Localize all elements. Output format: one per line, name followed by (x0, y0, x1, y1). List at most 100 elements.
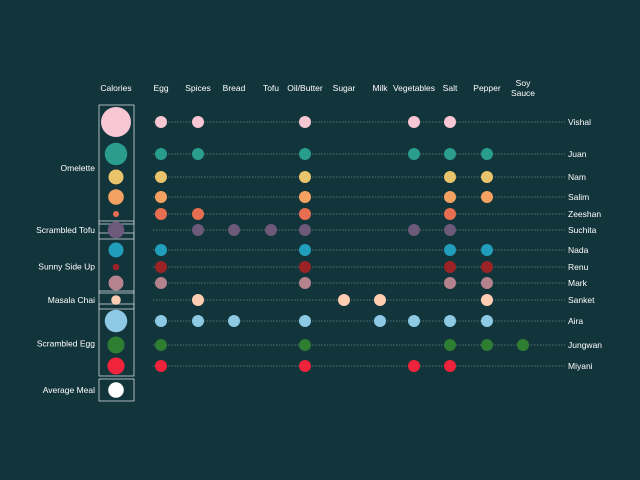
person-labels: Vishal Juan Nam Salim Zeeshan Suchita Nada Renu… (568, 117, 602, 371)
person-label: Miyani (568, 361, 593, 371)
ingredient-dot (517, 339, 529, 351)
meal-label: Average Meal (43, 385, 95, 395)
ingredient-dot (444, 277, 456, 289)
ingredient-dot (192, 315, 204, 327)
ingredient-dot (408, 148, 420, 160)
meal-label: Omelette (61, 163, 96, 173)
ingredient-header: Soy Sauce (511, 78, 535, 98)
ingredient-dot (192, 148, 204, 160)
ingredient-dot (408, 360, 420, 372)
ingredient-dot (481, 339, 493, 351)
ingredient-dot (299, 224, 311, 236)
ingredient-header: Egg (153, 83, 168, 93)
ingredient-dot (299, 261, 311, 273)
ingredient-dot (444, 116, 456, 128)
ingredient-dot (192, 224, 204, 236)
ingredient-dot (155, 339, 167, 351)
meal-label: Scrambled Tofu (36, 225, 95, 235)
ingredient-dot (299, 171, 311, 183)
ingredient-dot (481, 315, 493, 327)
calorie-circle (101, 107, 131, 137)
ingredient-header: Milk (372, 83, 388, 93)
ingredient-header: Spices (185, 83, 211, 93)
person-label: Zeeshan (568, 209, 601, 219)
ingredient-dot (444, 360, 456, 372)
calorie-circle (104, 142, 128, 166)
ingredient-dot (228, 315, 240, 327)
ingredient-dot (265, 224, 277, 236)
ingredient-dot (481, 261, 493, 273)
ingredient-dot (192, 116, 204, 128)
ingredient-dot (155, 116, 167, 128)
ingredient-header: Pepper (473, 83, 501, 93)
ingredient-dot (192, 294, 204, 306)
ingredient-headers: Egg Spices Bread Tofu Oil/Butter Sugar Milk Veg… (153, 78, 535, 98)
ingredient-dot (408, 315, 420, 327)
ingredient-dot (481, 277, 493, 289)
ingredient-dot (155, 244, 167, 256)
calorie-circle (108, 169, 124, 185)
person-label: Mark (568, 278, 588, 288)
ingredient-dot (444, 148, 456, 160)
calorie-circle (107, 357, 125, 375)
ingredient-header: Salt (443, 83, 458, 93)
ingredient-dot (408, 116, 420, 128)
person-label: Vishal (568, 117, 591, 127)
ingredient-dot (299, 191, 311, 203)
person-label: Salim (568, 192, 589, 202)
ingredient-dot (155, 208, 167, 220)
ingredient-dot (374, 315, 386, 327)
ingredient-dot (228, 224, 240, 236)
ingredient-dot (299, 360, 311, 372)
meal-label: Scrambled Egg (37, 339, 95, 349)
person-label: Suchita (568, 225, 597, 235)
calorie-circle (107, 336, 125, 354)
ingredient-header: Tofu (263, 83, 279, 93)
ingredient-header: Bread (223, 83, 246, 93)
calorie-circle (108, 275, 124, 291)
ingredient-dot (155, 191, 167, 203)
ingredient-dot (192, 208, 204, 220)
calorie-circle (113, 211, 119, 217)
ingredient-dot (444, 191, 456, 203)
meal-group-box (98, 290, 135, 310)
ingredient-dots (155, 116, 529, 372)
ingredient-header: Vegetables (393, 83, 435, 93)
calorie-circle (112, 263, 120, 271)
ingredient-dot (408, 224, 420, 236)
row-connector-lines (153, 121, 565, 367)
ingredient-dot (299, 244, 311, 256)
person-label: Nada (568, 245, 589, 255)
calorie-circle (108, 242, 124, 258)
ingredient-dot (444, 171, 456, 183)
calories-header: Calories (100, 83, 131, 93)
person-label: Juan (568, 149, 587, 159)
meal-group-box (98, 378, 135, 402)
ingredient-dot (155, 148, 167, 160)
ingredient-dot (481, 171, 493, 183)
ingredient-dot (155, 261, 167, 273)
calorie-circle (111, 295, 121, 305)
ingredient-dot (299, 339, 311, 351)
ingredient-header: Oil/Butter (287, 83, 323, 93)
ingredient-dot (481, 294, 493, 306)
ingredient-dot (299, 315, 311, 327)
ingredient-dot (444, 339, 456, 351)
person-label: Jungwan (568, 340, 602, 350)
average-calorie-circle (108, 382, 124, 398)
ingredient-dot (299, 208, 311, 220)
ingredient-dot (155, 360, 167, 372)
ingredient-dot (481, 191, 493, 203)
meal-label: Masala Chai (48, 295, 95, 305)
ingredient-dot (444, 315, 456, 327)
ingredient-dot (299, 277, 311, 289)
ingredient-dot (155, 277, 167, 289)
person-label: Sanket (568, 295, 595, 305)
person-label: Nam (568, 172, 586, 182)
ingredient-dot (299, 148, 311, 160)
ingredient-dot (155, 171, 167, 183)
calorie-circle (107, 221, 125, 239)
calorie-circle (104, 309, 128, 333)
meal-labels: Omelette Scrambled Tofu Sunny Side Up Masal… (36, 163, 95, 395)
